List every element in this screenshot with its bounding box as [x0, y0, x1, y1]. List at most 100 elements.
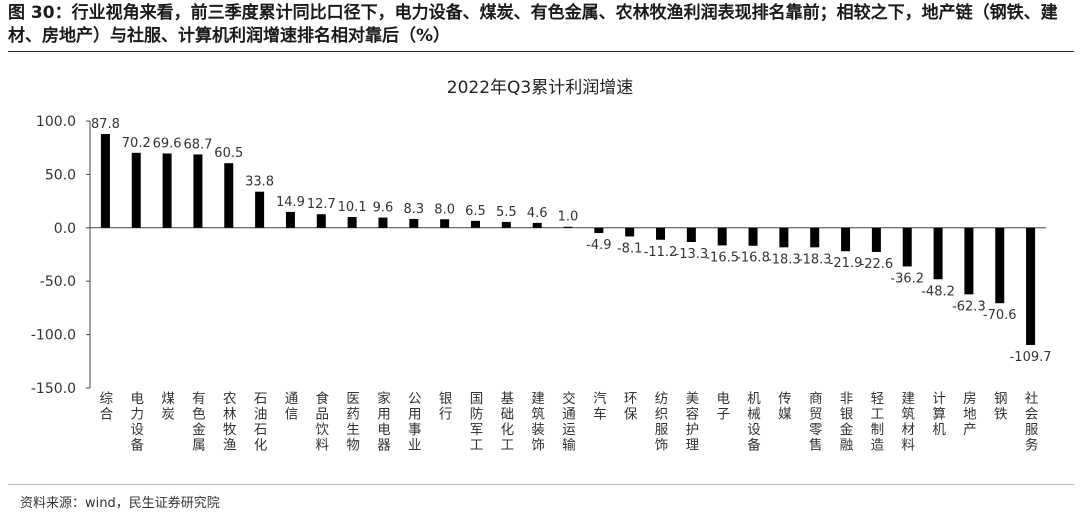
category-label: 有色金属 — [192, 391, 206, 454]
bar — [316, 214, 326, 228]
bars-group — [100, 134, 1036, 345]
bar — [810, 227, 820, 248]
value-label: 69.6 — [153, 136, 182, 151]
y-tick-label: 100.0 — [36, 114, 76, 130]
category-label: 房地产 — [963, 391, 977, 438]
category-label: 建筑装饰 — [531, 391, 545, 454]
bar — [255, 191, 265, 228]
bar — [501, 221, 511, 228]
title-rule — [8, 51, 1074, 52]
category-label: 建筑材料 — [901, 391, 915, 454]
value-label: 1.0 — [558, 210, 579, 225]
category-label: 计算机 — [932, 391, 946, 438]
value-label: -21.9 — [829, 256, 863, 271]
category-label: 电子 — [716, 391, 730, 423]
category-label: 综合 — [100, 391, 114, 423]
category-label: 环保 — [624, 391, 638, 423]
bar — [717, 227, 727, 246]
category-label: 传媒 — [778, 391, 792, 423]
value-label: 87.8 — [91, 117, 120, 132]
chart-title: 2022年Q3累计利润增速 — [447, 78, 633, 98]
figure-title: 图 30：行业视角来看，前三季度累计同比口径下，电力设备、煤炭、有色金属、农林牧… — [8, 3, 1058, 46]
bar — [995, 227, 1005, 304]
value-label: -18.3 — [798, 252, 832, 267]
value-label: -4.9 — [586, 238, 611, 253]
category-label: 电力设备 — [131, 391, 145, 454]
category-label: 轻工制造 — [871, 391, 885, 454]
value-label: 8.0 — [434, 202, 455, 217]
bar — [347, 217, 357, 228]
bar — [964, 227, 974, 295]
value-label: -16.5 — [705, 250, 739, 265]
value-labels-group: 87.870.2 69.6 68.760.533.814.9 12.7 10.1 9.6 8… — [91, 117, 1052, 365]
value-label: -8.1 — [617, 241, 642, 256]
axes-group: 100.0 50.0 0.0 -50.0 -100.0 -150.0 — [31, 114, 1046, 397]
category-label: 银行 — [439, 391, 453, 423]
bar — [193, 154, 203, 228]
category-label: 基础化工 — [501, 390, 515, 454]
y-tick-label: 50.0 — [45, 167, 76, 183]
category-label: 石油石化 — [254, 391, 268, 454]
value-label: -48.2 — [921, 284, 955, 299]
bar — [224, 163, 234, 228]
category-label: 通信 — [285, 391, 299, 423]
source-note: 资料来源：wind，民生证券研究院 — [20, 496, 220, 511]
bar — [563, 226, 573, 228]
value-label: -36.2 — [890, 271, 924, 286]
y-tick-label: -100.0 — [31, 328, 76, 344]
bar-chart: 2022年Q3累计利润增速 100.0 50.0 0.0 -50.0 -100.0 -15… — [31, 78, 1052, 454]
category-label: 商贸零售 — [809, 391, 823, 454]
bar — [656, 227, 666, 240]
source-rule — [8, 484, 1074, 485]
bar — [1026, 227, 1036, 345]
bar — [440, 219, 450, 228]
bar — [871, 227, 881, 252]
value-label: 5.5 — [496, 205, 517, 220]
bar — [285, 211, 295, 228]
value-label: 60.5 — [214, 146, 243, 161]
value-label: 4.6 — [527, 206, 548, 221]
bar — [378, 217, 388, 228]
bar — [470, 220, 480, 228]
bar — [594, 227, 604, 234]
bar — [686, 227, 696, 243]
value-label: 10.1 — [338, 200, 367, 215]
value-label: 6.5 — [465, 204, 486, 219]
value-label: 68.7 — [183, 137, 212, 152]
bar — [933, 227, 943, 280]
value-label: -18.3 — [767, 252, 801, 267]
category-label: 纺织服饰 — [655, 391, 669, 454]
bar — [841, 227, 851, 252]
bar — [100, 134, 110, 228]
bar — [779, 227, 789, 248]
category-label: 公用事业 — [408, 391, 422, 454]
value-label: 12.7 — [307, 197, 336, 212]
bar — [902, 227, 912, 267]
value-label: -109.7 — [1010, 350, 1052, 365]
category-label: 美容护理 — [686, 391, 700, 454]
category-label: 交通运输 — [562, 390, 576, 454]
category-label: 农林牧渔 — [223, 391, 237, 454]
category-label: 国防军工 — [470, 391, 484, 454]
bar — [131, 152, 141, 228]
value-label: -13.3 — [675, 247, 709, 262]
category-label: 家用电器 — [377, 390, 391, 454]
value-label: -22.6 — [860, 257, 894, 272]
value-label: 9.6 — [373, 201, 394, 216]
y-tick-label: 0.0 — [54, 221, 76, 237]
category-label: 食品饮料 — [316, 390, 330, 454]
category-label: 医药生物 — [346, 391, 360, 454]
value-label: 33.8 — [245, 175, 274, 190]
bar — [162, 153, 172, 228]
category-label: 煤炭 — [161, 391, 175, 423]
category-label: 汽车 — [593, 391, 607, 423]
category-label: 机械设备 — [747, 391, 761, 454]
y-tick-label: -50.0 — [40, 274, 76, 290]
category-label: 社会服务 — [1025, 391, 1039, 454]
bar — [625, 227, 635, 237]
bar — [409, 218, 419, 228]
value-label: -62.3 — [952, 299, 986, 314]
value-label: -11.2 — [644, 245, 678, 260]
bar — [748, 227, 758, 246]
value-label: -70.6 — [983, 308, 1017, 323]
